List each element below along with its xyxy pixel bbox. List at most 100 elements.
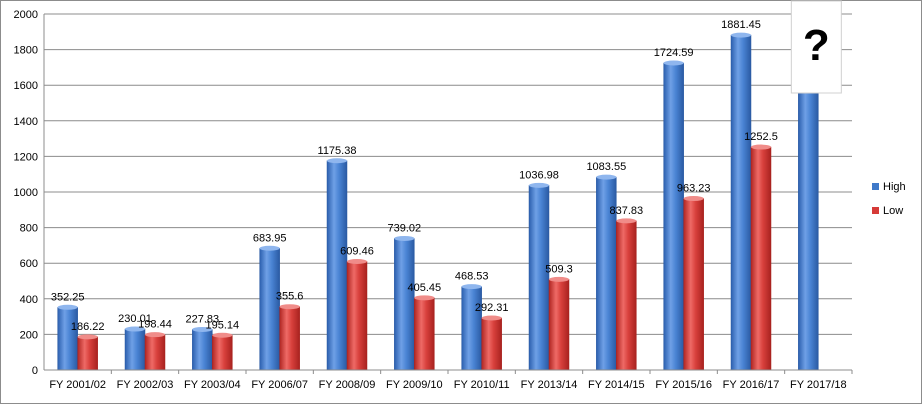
bar-high [394, 238, 415, 371]
bar-cap [461, 284, 482, 290]
question-box [790, 0, 842, 94]
legend-label: High [883, 181, 906, 193]
bar-high [192, 329, 213, 371]
bar-cap [616, 218, 637, 224]
bar-low [750, 146, 772, 371]
data-label: 468.53 [455, 271, 489, 283]
legend-swatch [872, 183, 879, 190]
data-label: 683.95 [253, 232, 287, 244]
bar-cap [481, 315, 502, 321]
data-label: 352.25 [51, 291, 85, 303]
bar-cap [125, 326, 145, 332]
bar-cap [347, 259, 367, 265]
data-label: 1036.98 [519, 169, 559, 181]
x-tick-label: FY 2010/11 [454, 379, 510, 391]
question-annotation: ? [790, 0, 842, 94]
y-axis: 0 200 400 600 800 1000 1200 1400 1600 1800 2000 [14, 9, 45, 377]
bar-cap [529, 182, 549, 188]
y-tick-label: 200 [20, 329, 38, 341]
x-tick-label: FY 2003/04 [184, 379, 241, 391]
question-mark: ? [803, 21, 830, 70]
y-tick-label: 0 [32, 365, 38, 377]
data-label: 355.6 [276, 291, 304, 303]
bar-low [77, 336, 98, 371]
x-axis: FY 2001/02 FY 2002/03 FY 2003/04 FY 2006/07… [44, 369, 853, 391]
bar-cap [549, 276, 569, 282]
data-label: 1083.55 [586, 161, 626, 173]
bar-cap [596, 174, 617, 180]
y-tick-label: 1600 [14, 80, 38, 92]
x-tick-label: FY 2008/09 [319, 379, 376, 391]
data-label: 405.45 [408, 282, 442, 294]
bar-low [212, 335, 233, 371]
bar-high [730, 34, 752, 371]
bar-cap [145, 332, 165, 338]
y-tick-label: 1000 [14, 187, 38, 199]
bar-high [259, 248, 280, 371]
data-label: 292.31 [475, 302, 509, 314]
legend: High Low [872, 181, 906, 217]
bar-low [279, 306, 300, 371]
bar-low [144, 334, 166, 371]
bar-high [57, 307, 78, 371]
y-tick-label: 2000 [14, 9, 38, 21]
y-tick-label: 1400 [14, 116, 38, 128]
data-label: 198.44 [138, 319, 172, 331]
bar-cap [731, 32, 751, 38]
data-label: 1252.5 [744, 131, 778, 143]
data-label: 227.83 [186, 313, 220, 325]
bar-cap [394, 235, 415, 241]
data-label: 230.01 [118, 313, 152, 325]
bar-low [683, 198, 704, 371]
y-tick-label: 800 [20, 223, 38, 235]
bar-high [528, 185, 550, 371]
data-label: 837.83 [610, 205, 644, 217]
y-tick-label: 400 [20, 294, 38, 306]
data-label: 1881.45 [721, 19, 761, 31]
y-tick-label: 600 [20, 258, 38, 270]
bar-low [548, 279, 570, 371]
x-tick-label: FY 2013/14 [521, 379, 578, 391]
data-label: 609.46 [340, 246, 374, 258]
bar-cap [259, 245, 280, 251]
x-tick-label: FY 2015/16 [655, 379, 712, 391]
data-label: 509.3 [545, 263, 573, 275]
bar-cap [414, 295, 435, 301]
data-label: 195.14 [206, 319, 240, 331]
bar-cap [683, 196, 704, 202]
bar-high [798, 84, 819, 371]
y-tick-label: 1200 [14, 151, 38, 163]
data-label: 1175.38 [318, 145, 357, 157]
x-tick-label: FY 2017/18 [790, 379, 847, 391]
bar-cap [212, 332, 233, 338]
bar-low [346, 261, 368, 371]
bar-cap [57, 304, 78, 310]
x-tick-label: FY 2002/03 [117, 379, 174, 391]
x-tick-label: FY 2016/17 [723, 379, 780, 391]
bar-high [124, 328, 146, 371]
bar-cap [192, 326, 213, 332]
x-tick-label: FY 2014/15 [588, 379, 645, 391]
bar-cap [327, 158, 347, 164]
y-tick-label: 1800 [14, 45, 38, 57]
bar-cap [751, 144, 771, 150]
legend-label: Low [883, 205, 903, 217]
legend-swatch [872, 207, 879, 214]
bar-high [461, 286, 482, 371]
data-label: 186.22 [71, 321, 105, 333]
bar-cap [663, 60, 684, 66]
bar-cap [279, 304, 300, 310]
x-tick-label: FY 2009/10 [386, 379, 443, 391]
bar-low [481, 317, 502, 371]
bar-low [616, 220, 637, 371]
data-label: 1724.59 [654, 47, 694, 59]
x-tick-label: FY 2006/07 [251, 379, 308, 391]
data-label: 963.23 [677, 183, 711, 195]
x-tick-label: FY 2001/02 [49, 379, 106, 391]
bar-high [663, 62, 684, 371]
bar-low [414, 297, 435, 371]
bar-cap [77, 334, 98, 340]
bar-high [326, 160, 348, 371]
